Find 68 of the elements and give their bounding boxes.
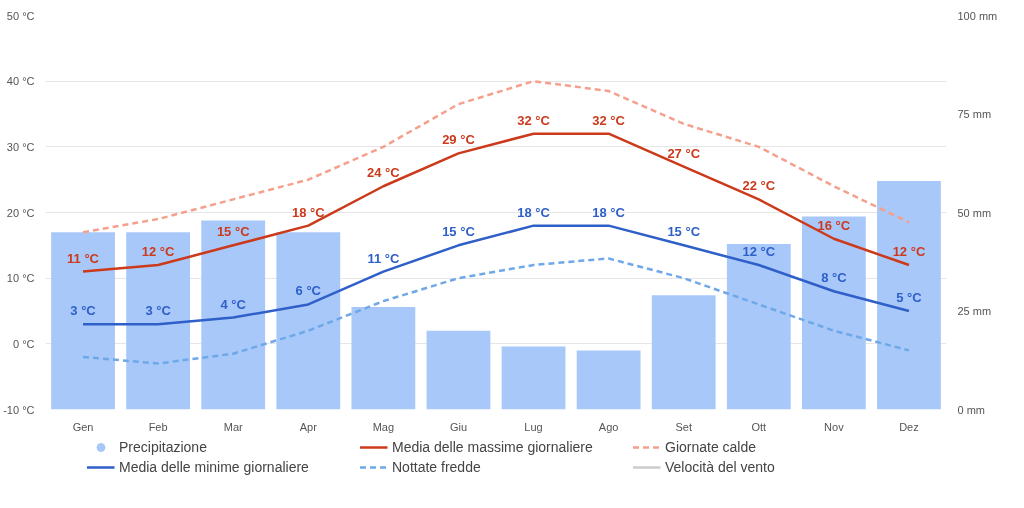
bar bbox=[201, 220, 266, 410]
bar bbox=[276, 232, 341, 410]
y-tick-label: 50 °C bbox=[6, 9, 35, 22]
y-tick-label: 0 °C bbox=[12, 337, 35, 350]
data-label: 15 °C bbox=[216, 224, 251, 240]
x-tick-label: Dez bbox=[899, 420, 919, 433]
bar bbox=[501, 346, 566, 410]
x-tick-label: Mag bbox=[372, 420, 395, 433]
data-label: 15 °C bbox=[442, 224, 476, 240]
bar bbox=[726, 244, 791, 410]
legend-label: Nottate fredde bbox=[392, 459, 482, 475]
y2-tick-label: 100 mm bbox=[957, 9, 998, 22]
legend-label: Velocità del vento bbox=[665, 459, 776, 475]
legend-label: Giornate calde bbox=[665, 439, 758, 455]
x-tick-label: Apr bbox=[299, 420, 318, 433]
x-tick-label: Mar bbox=[223, 420, 244, 433]
data-label: 32 °C bbox=[517, 112, 551, 128]
x-tick-label: Lug bbox=[524, 420, 543, 433]
bar bbox=[51, 232, 115, 410]
data-label: 27 °C bbox=[667, 145, 701, 161]
line-series bbox=[81, 132, 911, 273]
y2-tick-label: 75 mm bbox=[957, 108, 992, 120]
bar bbox=[126, 232, 191, 410]
y-tick-label: 40 °C bbox=[6, 75, 35, 88]
data-label: 4 °C bbox=[220, 296, 247, 312]
data-label: 22 °C bbox=[742, 178, 776, 194]
data-label: 3 °C bbox=[145, 303, 172, 319]
bar bbox=[576, 350, 641, 410]
data-label: 3 °C bbox=[70, 303, 97, 319]
x-tick-label: Giu bbox=[449, 420, 468, 433]
legend-label: Media delle minime giornaliere bbox=[119, 459, 310, 475]
data-label: 24 °C bbox=[367, 165, 401, 181]
data-label: 18 °C bbox=[291, 204, 326, 220]
y-tick-label: 30 °C bbox=[6, 140, 35, 153]
legend-label: Precipitazione bbox=[119, 439, 208, 455]
data-label: 11 °C bbox=[367, 250, 400, 266]
data-label: 8 °C bbox=[821, 270, 848, 286]
bar bbox=[651, 295, 716, 410]
y2-tick-label: 50 mm bbox=[957, 206, 992, 219]
y2-tick-label: 0 mm bbox=[957, 403, 985, 416]
x-tick-label: Ago bbox=[598, 420, 619, 433]
data-label: 15 °C bbox=[667, 224, 701, 240]
data-label: 29 °C bbox=[442, 132, 476, 148]
data-label: 18 °C bbox=[592, 204, 626, 220]
x-tick-label: Feb bbox=[148, 420, 168, 433]
legend-label: Media delle massime giornaliere bbox=[392, 439, 594, 455]
data-label: 12 °C bbox=[141, 244, 176, 260]
line-series bbox=[81, 79, 911, 234]
y2-tick-label: 25 mm bbox=[957, 305, 992, 317]
x-tick-label: Ott bbox=[751, 420, 767, 433]
data-label: 16 °C bbox=[817, 217, 851, 233]
data-label: 18 °C bbox=[517, 204, 551, 220]
data-label: 6 °C bbox=[295, 283, 322, 299]
data-label: 12 °C bbox=[742, 244, 776, 260]
bar bbox=[877, 180, 941, 410]
y-tick-label: 20 °C bbox=[6, 206, 35, 219]
data-label: 12 °C bbox=[892, 244, 926, 260]
bar bbox=[351, 307, 416, 410]
bar bbox=[801, 216, 866, 410]
y-tick-label: -10 °C bbox=[3, 403, 35, 416]
x-tick-label: Gen bbox=[72, 420, 94, 433]
bar bbox=[426, 330, 491, 410]
x-tick-label: Nov bbox=[824, 420, 845, 433]
y-tick-label: 10 °C bbox=[6, 272, 35, 285]
x-tick-label: Set bbox=[675, 420, 692, 433]
data-label: 11 °C bbox=[67, 250, 100, 266]
data-label: 5 °C bbox=[896, 290, 923, 305]
data-label: 32 °C bbox=[592, 112, 626, 128]
